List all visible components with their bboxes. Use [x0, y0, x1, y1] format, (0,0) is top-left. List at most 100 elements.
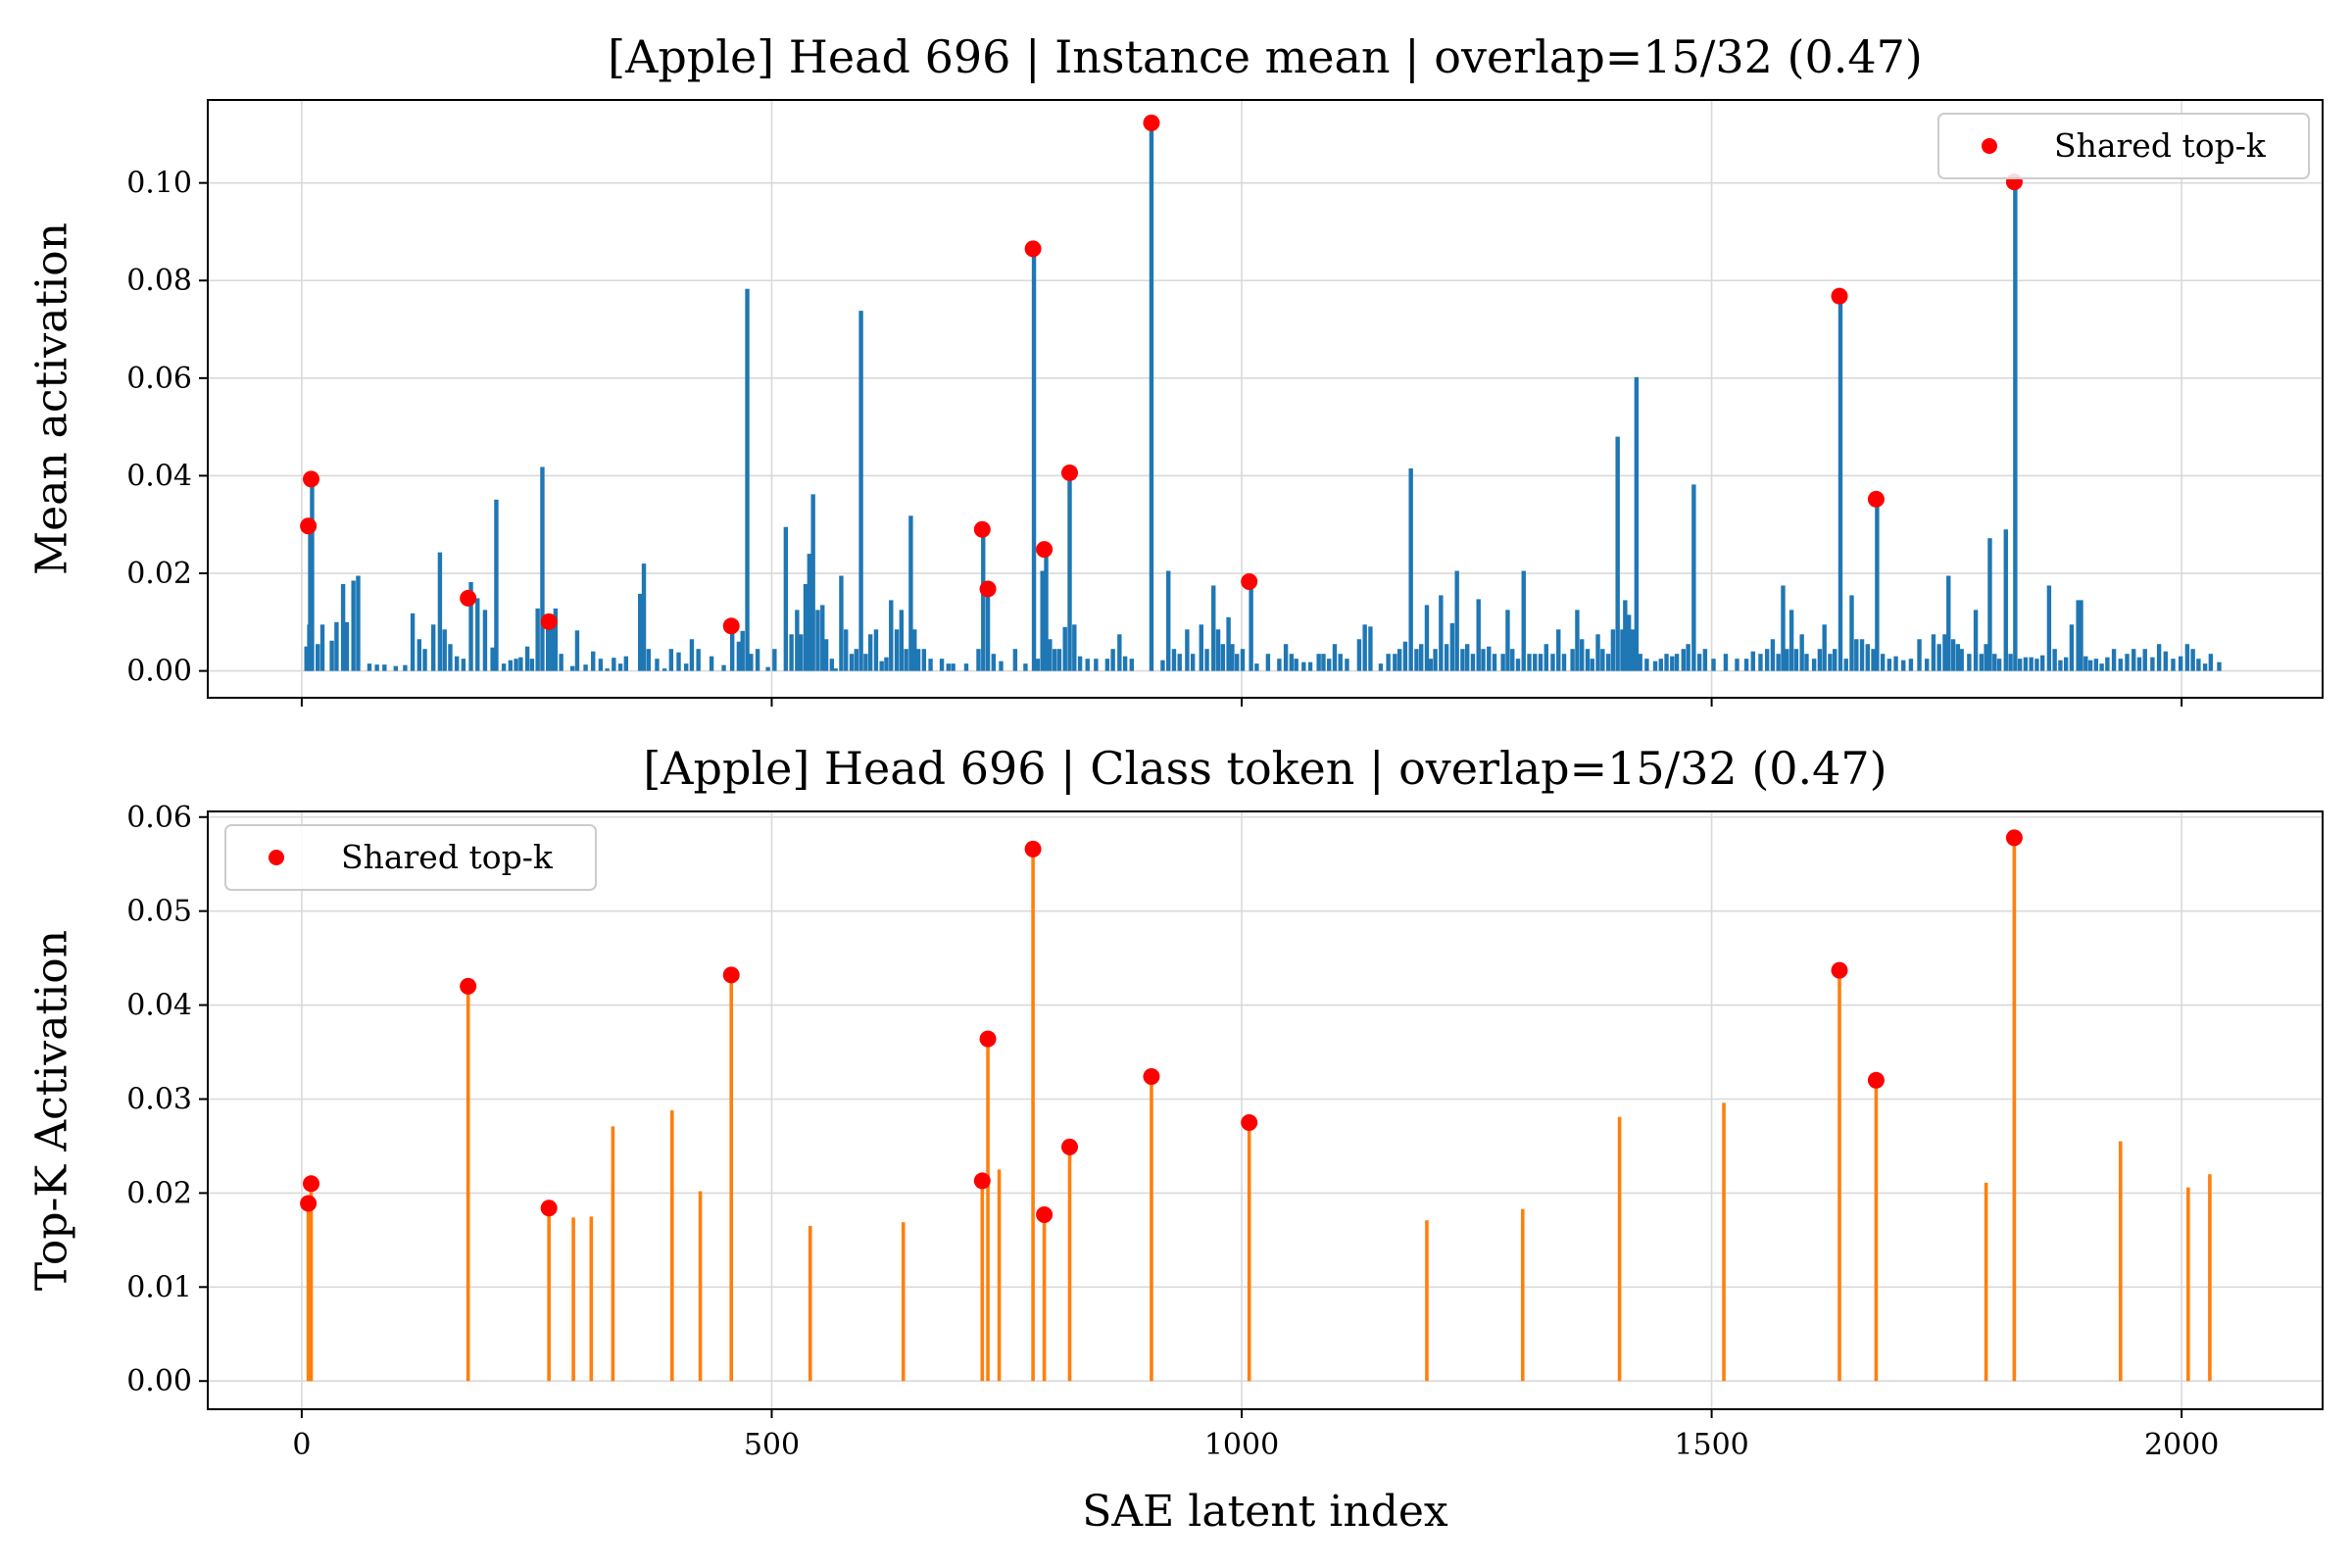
x-tick-label: 500 — [744, 1428, 800, 1462]
bar — [1901, 660, 1906, 671]
shared-topk-point — [979, 580, 997, 598]
x-tick-label: 2000 — [2144, 1428, 2219, 1462]
bar — [1908, 659, 1914, 671]
bar — [783, 526, 789, 671]
bar — [1950, 639, 1956, 671]
bar — [1215, 629, 1221, 671]
bar — [637, 593, 643, 671]
bar — [1702, 649, 1708, 671]
bar — [1600, 649, 1605, 671]
bar — [736, 641, 742, 671]
bar — [1946, 575, 1951, 671]
shared-topk-point — [540, 612, 558, 630]
bar — [1190, 654, 1196, 671]
class-token-panel: [Apple] Head 696 | Class token | overlap… — [27, 742, 2324, 1537]
bar — [306, 1202, 311, 1382]
bar — [617, 663, 623, 671]
bar — [1634, 376, 1640, 671]
bar — [393, 665, 399, 671]
y-axis-label: Mean activation — [27, 222, 77, 575]
bar — [1067, 1147, 1072, 1382]
bar — [915, 649, 921, 671]
bar — [2046, 585, 2052, 671]
bar — [1393, 654, 1397, 671]
bar — [569, 665, 575, 671]
bar — [1973, 610, 1979, 671]
bar — [698, 1191, 703, 1382]
bar — [1658, 659, 1663, 671]
bar — [1942, 634, 1947, 671]
bar — [946, 663, 951, 671]
shared-topk-point — [1061, 464, 1079, 481]
bar — [740, 630, 745, 671]
bar — [1465, 644, 1470, 671]
bar — [2013, 181, 2018, 671]
bar — [466, 986, 470, 1382]
bar — [1711, 659, 1716, 671]
bar — [1199, 624, 1203, 671]
bar — [1533, 654, 1538, 671]
bar — [1470, 654, 1476, 671]
bar — [1580, 639, 1585, 671]
legend-label: Shared top-k — [341, 838, 554, 876]
shared-topk-point — [1036, 541, 1054, 559]
bar — [2156, 644, 2162, 671]
bar — [1520, 1208, 1525, 1382]
bar — [1402, 641, 1408, 671]
bar — [374, 664, 379, 671]
bar — [1283, 644, 1289, 671]
bar — [2111, 649, 2117, 671]
bar — [1492, 654, 1497, 671]
bar — [1781, 585, 1786, 671]
bar — [991, 654, 997, 671]
bar — [997, 1169, 1002, 1382]
bar — [1104, 659, 1110, 671]
bar — [2171, 659, 2176, 671]
bar — [854, 649, 858, 671]
bar — [1696, 654, 1702, 671]
bar — [1368, 626, 1373, 671]
bar — [367, 663, 372, 671]
bar — [1664, 654, 1669, 671]
bar — [1362, 624, 1367, 671]
bar — [820, 605, 825, 671]
plot-frame — [207, 99, 2324, 699]
bar — [894, 629, 900, 671]
bar — [494, 499, 499, 671]
bar — [1722, 1102, 1726, 1382]
bar — [807, 554, 812, 671]
bar — [833, 668, 838, 671]
bar — [1428, 659, 1434, 671]
bar — [1605, 654, 1611, 671]
bar — [351, 580, 356, 671]
shared-topk-point — [1867, 490, 1885, 508]
bar — [583, 664, 588, 671]
bar — [823, 639, 829, 671]
bar — [1378, 663, 1384, 671]
bar — [1743, 659, 1749, 671]
x-tick-label: 1000 — [1204, 1428, 1279, 1462]
bar — [2093, 659, 2099, 671]
bar — [309, 1183, 314, 1382]
bar — [1031, 849, 1035, 1382]
legend: Shared top-k — [224, 824, 597, 891]
bar — [1785, 649, 1789, 671]
bar — [1838, 970, 1841, 1382]
bar — [1550, 654, 1555, 671]
bar — [1439, 595, 1444, 671]
bar — [815, 610, 820, 671]
bar — [696, 649, 701, 671]
bar — [310, 478, 315, 671]
bar — [2017, 659, 2023, 671]
bar — [884, 657, 889, 671]
bar — [689, 639, 695, 671]
bar — [2178, 656, 2183, 671]
bar — [655, 659, 660, 671]
bar — [1984, 644, 1988, 671]
bar — [1085, 659, 1090, 671]
bar — [1510, 649, 1515, 671]
bar — [623, 656, 629, 671]
bar — [1561, 654, 1567, 671]
shared-topk-point — [1831, 961, 1848, 979]
bar — [1936, 644, 1941, 671]
